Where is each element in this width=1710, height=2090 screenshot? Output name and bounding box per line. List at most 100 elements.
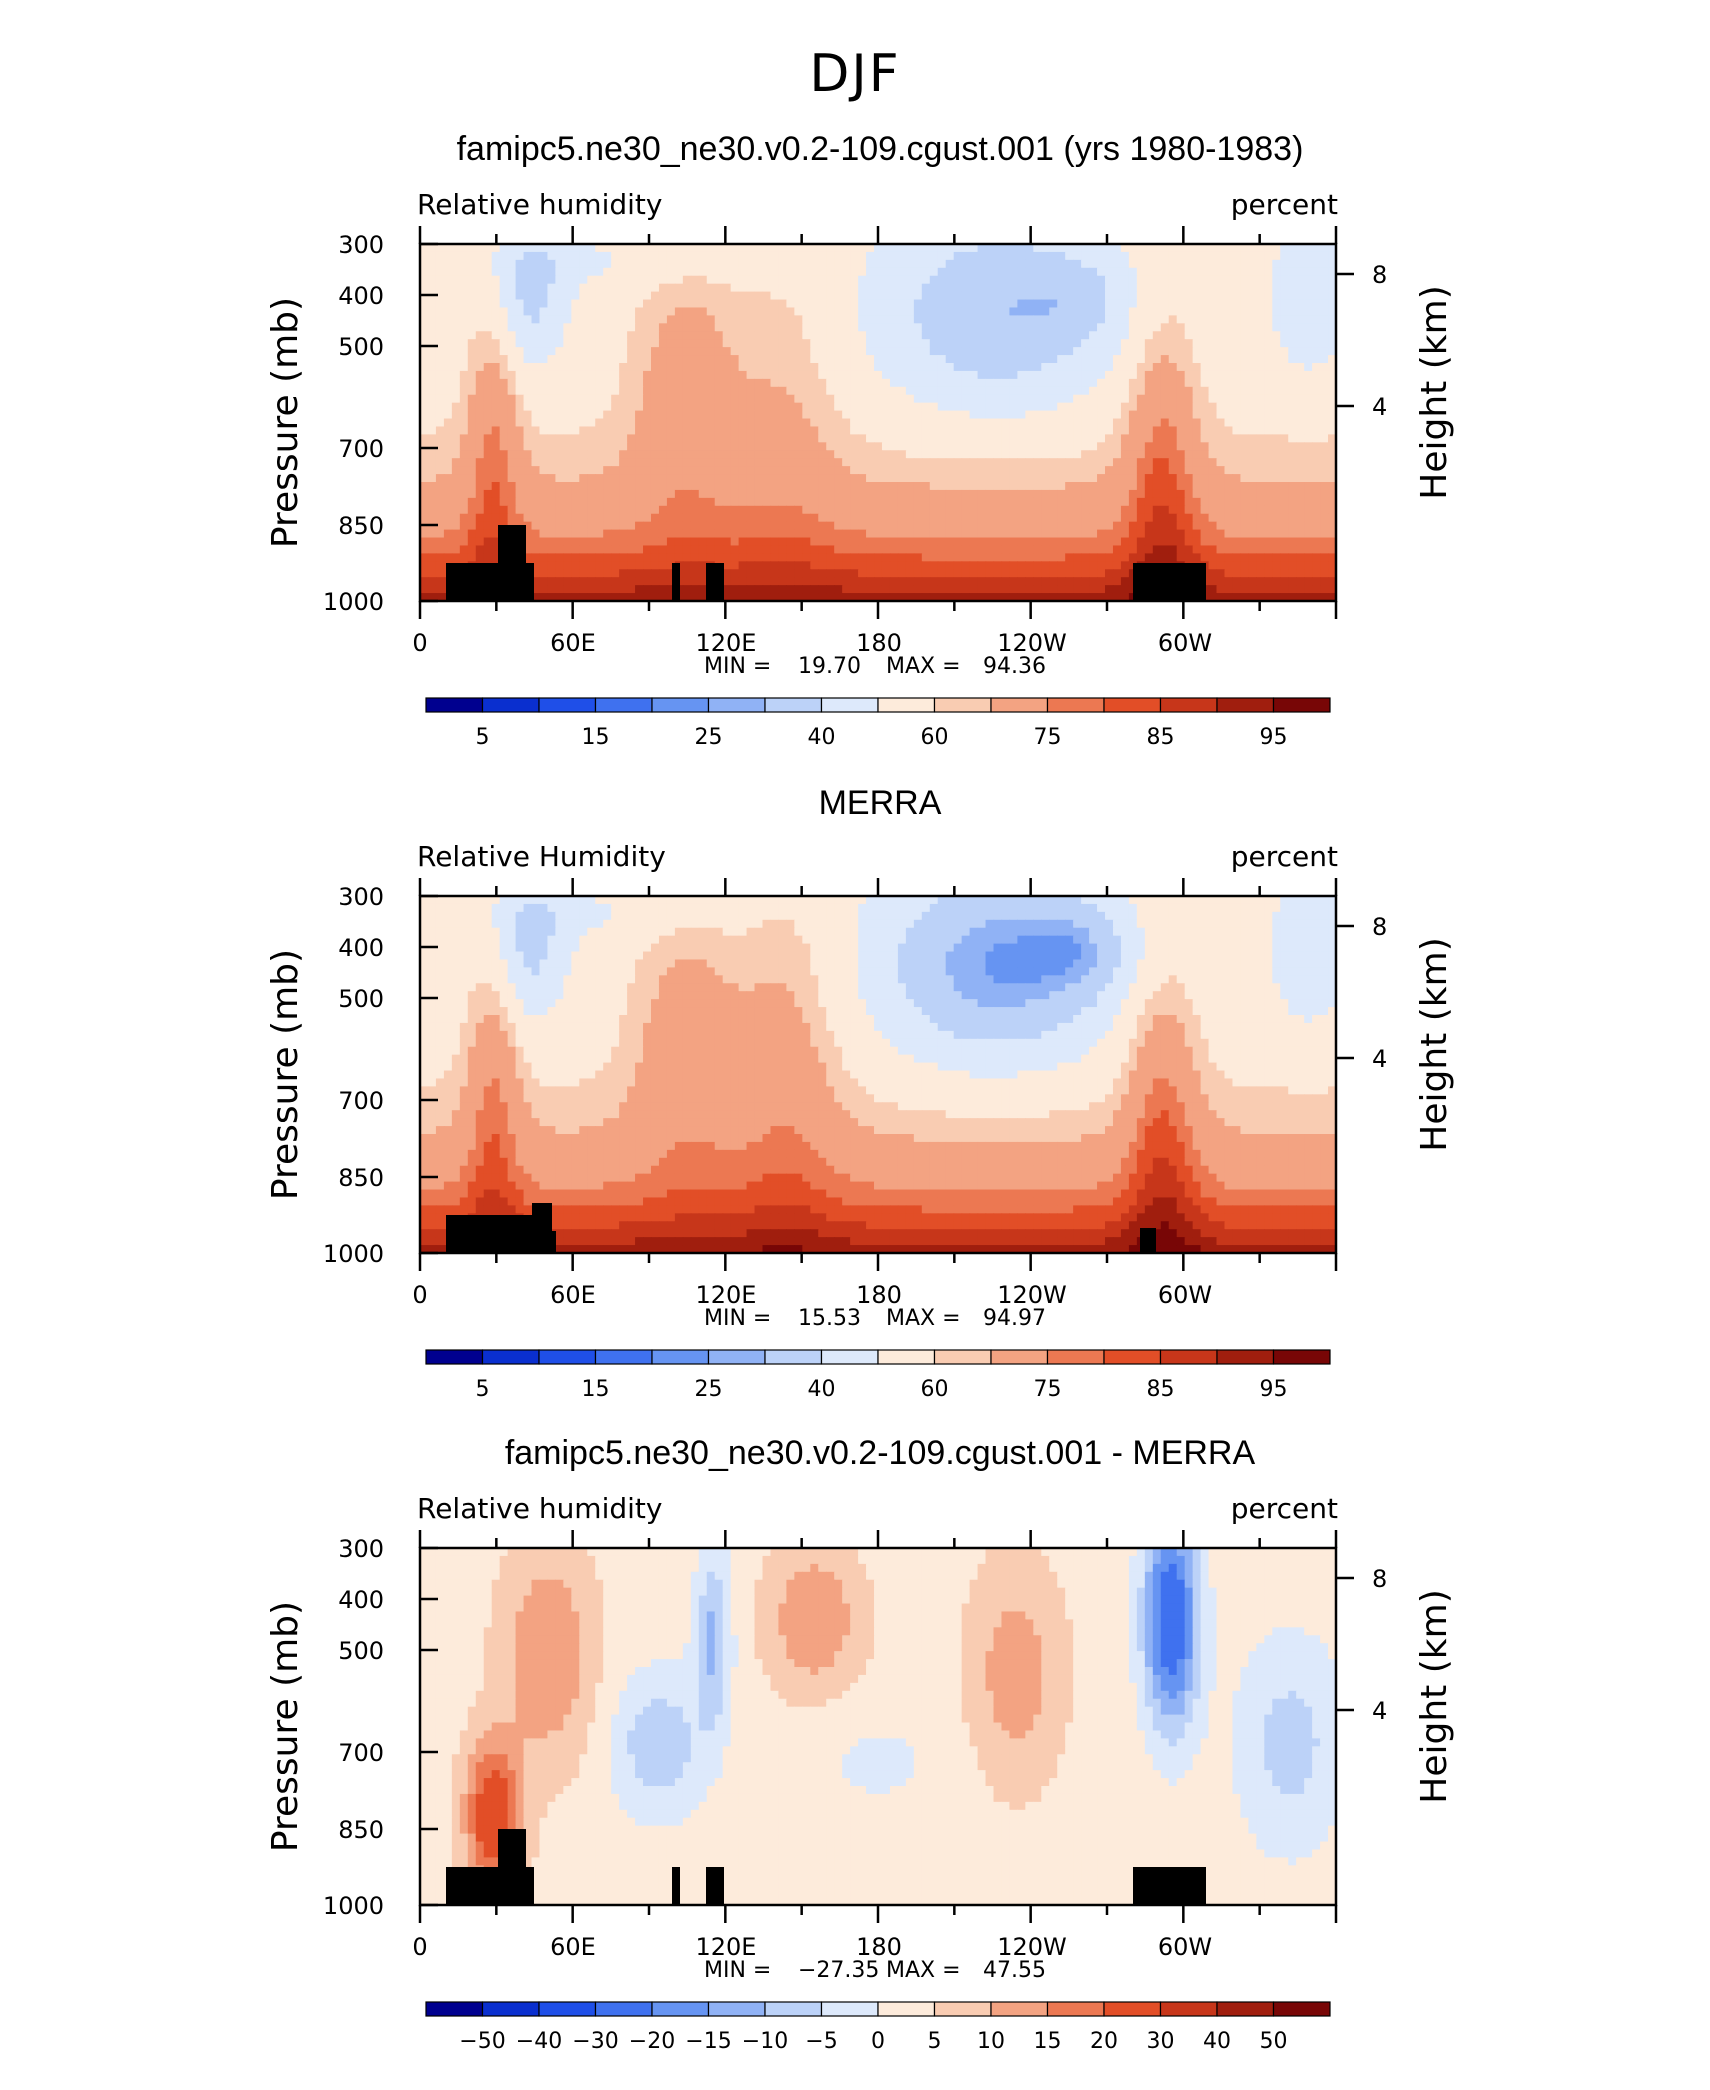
field-cell — [587, 513, 596, 523]
field-cell — [427, 434, 437, 443]
field-cell — [881, 545, 891, 554]
field-cell — [889, 521, 899, 531]
field-cell — [1017, 418, 1026, 428]
field-cell — [1081, 497, 1090, 507]
field-cell — [555, 394, 564, 404]
field-cell — [483, 291, 493, 301]
field-cell — [523, 315, 533, 324]
field-cell — [698, 410, 708, 420]
field-cell — [499, 251, 509, 261]
field-cell — [730, 466, 740, 475]
field-cell — [881, 426, 891, 435]
field-cell — [1105, 394, 1114, 404]
field-cell — [579, 569, 588, 578]
field-cell — [435, 402, 445, 412]
field-cell — [874, 378, 883, 388]
field-cell — [786, 323, 795, 332]
field-cell — [627, 585, 636, 594]
field-cell — [826, 299, 835, 309]
field-cell — [953, 283, 963, 293]
field-cell — [1105, 283, 1114, 293]
field-cell — [1256, 355, 1265, 364]
field-cell — [658, 299, 668, 309]
field-cell — [706, 331, 716, 340]
field-cell — [802, 347, 811, 356]
field-cell — [1009, 489, 1018, 499]
field-cell — [698, 426, 708, 435]
field-cell — [1033, 561, 1042, 570]
field-cell — [1304, 442, 1313, 451]
field-cell — [953, 545, 963, 554]
field-cell — [1057, 442, 1066, 451]
field-cell — [1152, 402, 1162, 412]
field-cell — [897, 482, 907, 491]
field-cell — [467, 418, 477, 428]
field-cell — [435, 585, 445, 594]
field-cell — [1136, 244, 1146, 253]
field-cell — [770, 331, 780, 340]
field-cell — [770, 291, 780, 301]
field-cell — [1009, 474, 1018, 483]
field-cell — [690, 545, 700, 554]
field-cell — [1160, 402, 1170, 412]
field-cell — [650, 458, 660, 467]
field-cell — [1272, 378, 1281, 388]
field-cell — [1128, 283, 1138, 293]
field-cell — [587, 458, 596, 467]
field-cell — [706, 450, 716, 459]
field-cell — [1097, 505, 1106, 515]
field-cell — [1097, 537, 1106, 547]
field-cell — [897, 402, 907, 412]
field-cell — [961, 355, 971, 364]
field-cell — [643, 259, 652, 269]
field-cell — [507, 299, 517, 309]
field-cell — [778, 513, 787, 523]
field-cell — [794, 315, 803, 324]
field-cell — [1112, 545, 1122, 554]
field-cell — [1081, 545, 1090, 554]
field-cell — [1208, 434, 1218, 443]
field-cell — [603, 244, 612, 253]
field-cell — [826, 418, 835, 428]
field-cell — [1136, 505, 1146, 515]
field-cell — [579, 378, 588, 388]
field-cell — [1009, 529, 1018, 539]
field-cell — [730, 426, 740, 435]
field-cell — [1312, 410, 1321, 420]
field-cell — [1089, 307, 1098, 316]
field-cell — [507, 450, 517, 459]
field-cell — [1168, 370, 1178, 380]
field-cell — [1184, 378, 1194, 388]
field-cell — [762, 497, 772, 507]
field-cell — [977, 259, 987, 269]
field-cell — [547, 331, 557, 340]
field-cell — [571, 251, 580, 261]
field-cell — [746, 561, 756, 570]
field-cell — [555, 339, 564, 348]
field-cell — [738, 307, 748, 316]
field-cell — [563, 521, 572, 531]
field-cell — [475, 466, 485, 475]
field-cell — [706, 251, 716, 261]
field-cell — [818, 299, 827, 309]
field-cell — [1160, 505, 1170, 515]
field-cell — [1112, 402, 1122, 412]
field-cell — [435, 529, 445, 539]
field-cell — [1120, 513, 1130, 523]
field-cell — [555, 489, 564, 499]
field-cell — [603, 553, 612, 562]
field-cell — [571, 513, 580, 523]
field-cell — [794, 489, 803, 499]
field-cell — [850, 307, 859, 316]
field-cell — [467, 489, 477, 499]
field-cell — [802, 363, 811, 372]
field-cell — [1112, 450, 1122, 459]
field-cell — [571, 442, 580, 451]
field-cell — [945, 394, 955, 404]
field-cell — [1081, 521, 1090, 531]
field-cell — [1152, 291, 1162, 301]
field-cell — [985, 426, 995, 435]
field-cell — [913, 370, 923, 380]
field-cell — [435, 489, 445, 499]
field-cell — [523, 458, 533, 467]
